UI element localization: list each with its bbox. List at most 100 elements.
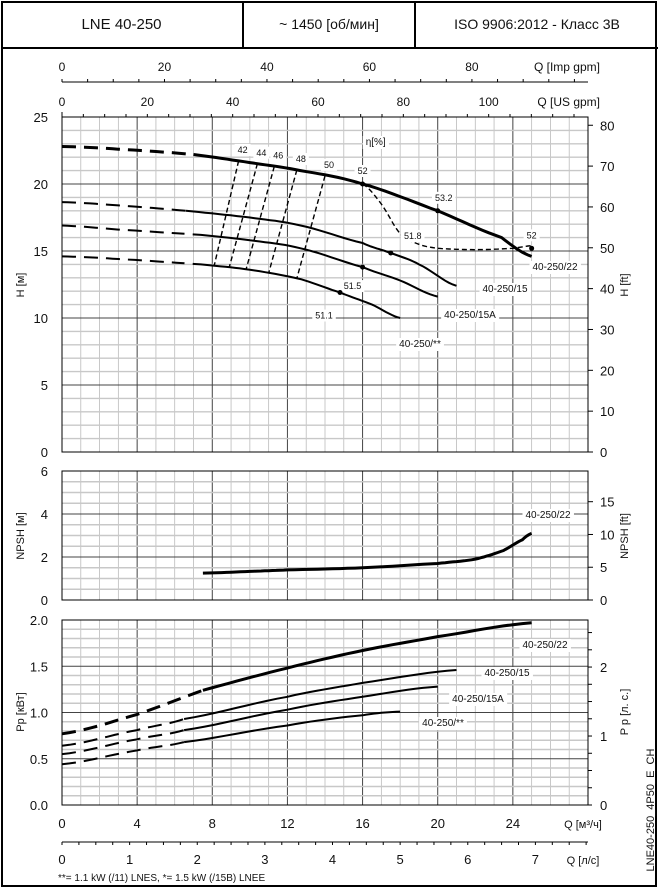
footnote: **= 1.1 kW (/11) LNES, *= 1.5 kW (/15B) … xyxy=(58,873,265,884)
power-ytick-label: 1.0 xyxy=(30,706,48,721)
head-ft-tick-label: 50 xyxy=(600,241,614,256)
head-curve-40250-dashed xyxy=(61,255,185,265)
head-ft-tick-label: 0 xyxy=(600,445,607,460)
flow-ls-tick-label: 2 xyxy=(194,852,201,867)
imp-gpm-tick-label: 80 xyxy=(465,60,479,74)
npsh-ytick-label: 2 xyxy=(41,550,48,565)
efficiency-point-label-bg xyxy=(431,191,456,204)
power-curve-label: 40-250/15A xyxy=(452,694,504,705)
npsh-plot-border xyxy=(61,470,589,601)
head-curve-label-bg xyxy=(441,309,500,322)
npsh-ytick-label: 0 xyxy=(41,593,48,608)
imp-gpm-tick-label: 40 xyxy=(260,60,274,74)
head-ft-tick-label: 30 xyxy=(600,322,614,337)
flow-m3h-tick-label: 16 xyxy=(355,816,369,831)
npsh-ytick-label: 6 xyxy=(41,464,48,479)
flow-m3h-tick-label: 4 xyxy=(134,816,141,831)
flow-m3h-tick-label: 8 xyxy=(209,816,216,831)
power-curve-4025015-line xyxy=(183,669,457,720)
flow-ls-tick-label: 5 xyxy=(397,852,404,867)
efficiency-point-label: 52 xyxy=(527,230,537,240)
imp-gpm-tick-label: 0 xyxy=(59,60,66,74)
flow-ls-tick-label: 7 xyxy=(532,852,539,867)
head-curve-4025015-line xyxy=(185,209,457,287)
head-curve-40250-line xyxy=(192,262,401,319)
flow-m3h-axis-title: Q [м³/ч] xyxy=(564,819,602,831)
npsh-ft-tick-label: 10 xyxy=(600,527,614,542)
power-curve-4025015-dashed xyxy=(61,718,185,747)
document-code: LNE40-250_4P50_E_CH xyxy=(645,748,657,871)
flow-ls-tick-label: 1 xyxy=(126,852,133,867)
power-ytick-label: 1.5 xyxy=(30,659,48,674)
power-curve-label: 40-250/15 xyxy=(484,668,529,679)
power-curve-4025022-dashed xyxy=(61,688,204,736)
power-hp-axis-title: P p [л. с.] xyxy=(619,689,631,736)
iso-efficiency-label-bg xyxy=(253,146,270,159)
power-curve-40250-dashed xyxy=(61,741,185,766)
imp-gpm-tick-label: 60 xyxy=(363,60,377,74)
flow-ls-tick-label: 6 xyxy=(464,852,471,867)
head-ytick-label: 5 xyxy=(41,378,48,393)
iso-efficiency-label: 44 xyxy=(256,148,266,158)
efficiency-point xyxy=(529,245,535,251)
iso-efficiency-line xyxy=(267,169,298,274)
power-curve-label-bg xyxy=(449,693,508,706)
head-ytick-label: 0 xyxy=(41,445,48,460)
efficiency-point xyxy=(360,264,366,270)
efficiency-point-label-bg xyxy=(400,230,425,243)
head-curve-label: 40-250/15A xyxy=(444,310,496,321)
iso-efficiency-label-bg xyxy=(270,149,287,162)
speed-label: ~ 1450 [об/мин] xyxy=(244,1,416,49)
efficiency-point xyxy=(388,250,394,256)
flow-m3h-tick-label: 24 xyxy=(506,816,520,831)
power-ytick-label: 2.0 xyxy=(30,613,48,628)
iso-efficiency-label: 50 xyxy=(324,160,334,170)
head-ft-axis-title: H [ft] xyxy=(619,273,631,296)
efficiency-point-label-bg xyxy=(523,229,540,242)
standard-label: ISO 9906:2012 - Класс 3B xyxy=(416,1,658,49)
iso-efficiency-label: 42 xyxy=(238,145,248,155)
head-curve-label-bg xyxy=(396,338,444,351)
power-hp-tick-label: 2 xyxy=(600,660,607,675)
iso-efficiency-label: 46 xyxy=(273,150,283,160)
head-curve-4025015-dashed xyxy=(61,201,187,212)
iso-efficiency-label-bg xyxy=(320,158,338,171)
npsh-ft-axis-title: NPSH [ft] xyxy=(619,513,631,559)
power-curve-4025015A-line xyxy=(183,685,438,732)
head-ytick-label: 20 xyxy=(34,177,48,192)
us-gpm-tick-label: 20 xyxy=(141,95,155,109)
head-ft-tick-label: 80 xyxy=(600,118,614,133)
head-axis-title: H [м] xyxy=(15,273,27,298)
npsh-ft-tick-label: 0 xyxy=(600,593,607,608)
eta-label: η[%] xyxy=(366,137,386,148)
efficiency-point-label: 51.1 xyxy=(315,311,333,321)
power-curve-4025015A-dashed xyxy=(61,729,185,756)
iso-efficiency-line xyxy=(228,163,259,268)
head-ytick-label: 25 xyxy=(34,110,48,125)
iso-efficiency-line xyxy=(296,175,326,279)
head-curve-4025022-dashed xyxy=(61,145,194,156)
power-plot-border xyxy=(61,619,589,806)
head-curve-4025015A-line xyxy=(192,233,438,298)
head-ft-tick-label: 40 xyxy=(600,282,614,297)
efficiency-point xyxy=(337,290,343,296)
power-curve-label-bg xyxy=(419,717,467,730)
us-gpm-tick-label: 80 xyxy=(397,95,411,109)
npsh-curve-label-bg xyxy=(522,509,574,522)
efficiency-point-label: 51.8 xyxy=(404,231,422,241)
npsh-ft-tick-label: 15 xyxy=(600,495,614,510)
us-gpm-axis-title: Q [US gpm] xyxy=(537,95,600,109)
efficiency-point xyxy=(435,208,441,214)
power-hp-tick-label: 0 xyxy=(600,798,607,813)
imp-gpm-axis-title: Q [Imp gpm] xyxy=(534,60,600,74)
npsh-curve-label: 40-250/22 xyxy=(525,510,570,521)
power-curve-4025022-line xyxy=(202,621,532,692)
power-curve-label: 40-250/22 xyxy=(522,640,567,651)
head-curve-label: 40-250/22 xyxy=(532,262,577,273)
eta-label-bg xyxy=(362,136,389,149)
flow-ls-tick-label: 3 xyxy=(261,852,268,867)
us-gpm-tick-label: 40 xyxy=(226,95,240,109)
head-ft-tick-label: 20 xyxy=(600,363,614,378)
power-axis-title: Pp [кВт] xyxy=(15,692,27,731)
